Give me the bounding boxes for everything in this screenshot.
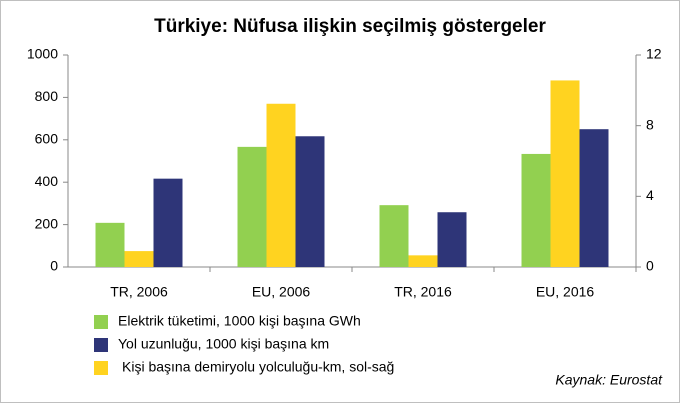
y-tick-label: 200	[35, 215, 59, 231]
bar	[579, 129, 609, 267]
x-tick-label: EU, 2006	[252, 284, 311, 300]
y2-tick-label: 8	[646, 116, 654, 132]
bar	[379, 205, 409, 267]
y-tick-label: 600	[35, 131, 59, 147]
legend-swatch	[94, 315, 108, 329]
x-tick-label: TR, 2006	[110, 284, 168, 300]
bar	[266, 103, 296, 267]
bar	[521, 153, 551, 267]
legend-swatch	[94, 361, 108, 375]
y-tick-label: 800	[35, 88, 59, 104]
bar	[124, 251, 154, 267]
y2-tick-label: 0	[646, 258, 654, 274]
bar	[295, 136, 325, 267]
bar	[550, 80, 580, 267]
legend-swatch	[94, 338, 108, 352]
bar	[95, 222, 125, 267]
y-tick-label: 1000	[27, 46, 58, 62]
bar	[437, 212, 467, 267]
y-tick-label: 400	[35, 173, 59, 189]
y2-tick-label: 12	[646, 46, 662, 62]
y2-tick-label: 4	[646, 187, 654, 203]
bar	[408, 255, 438, 267]
bar	[153, 178, 183, 267]
bar	[237, 146, 267, 267]
x-tick-label: TR, 2016	[394, 284, 452, 300]
x-tick-label: EU, 2016	[536, 284, 595, 300]
y-tick-label: 0	[50, 258, 58, 274]
legend-label: Elektrik tüketimi, 1000 kişi başına GWh	[118, 313, 361, 329]
legend-label: Yol uzunluğu, 1000 kişi başına km	[118, 336, 329, 352]
chart-title: Türkiye: Nüfusa ilişkin seçilmiş gösterg…	[154, 16, 546, 37]
source: Kaynak: Eurostat	[555, 372, 663, 388]
legend-label: Kişi başına demiryolu yolculuğu-km, sol-…	[122, 359, 394, 375]
